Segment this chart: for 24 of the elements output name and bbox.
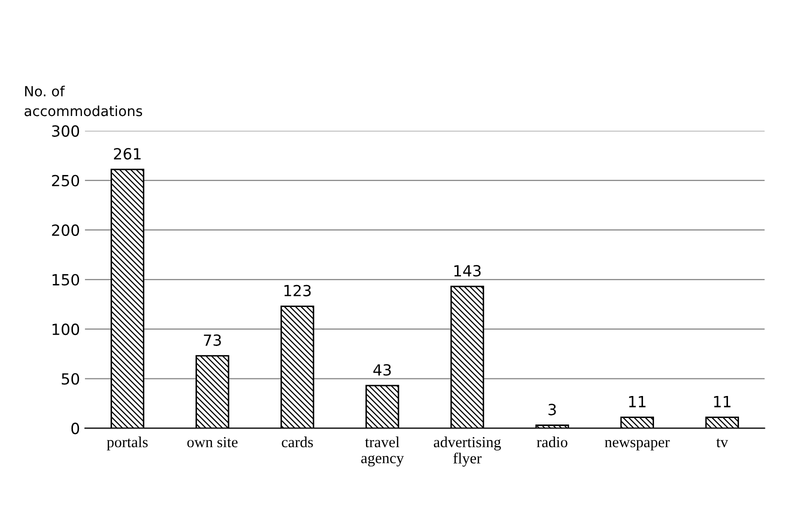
x-tick-label: radio: [536, 436, 568, 448]
y-tick-label: 0: [71, 422, 80, 434]
y-axis-title: No. of accommodations: [24, 86, 142, 116]
y-tick-label: 300: [52, 125, 80, 137]
x-tick-label: travel agency: [361, 436, 404, 466]
y-tick-label: 50: [62, 373, 80, 385]
x-tick-label: own site: [187, 437, 238, 448]
data-label: 43: [373, 364, 391, 376]
y-tick-label: 150: [52, 274, 80, 286]
x-tick-label: newspaper: [604, 440, 670, 450]
x-tick-label: cards: [282, 436, 313, 448]
data-label: 123: [284, 284, 311, 296]
data-label: 11: [714, 396, 730, 408]
data-label: 11: [629, 396, 646, 408]
data-label: 261: [114, 148, 141, 160]
y-tick-label: 100: [52, 324, 80, 336]
x-tick-label: tv: [716, 438, 728, 448]
y-tick-label: 200: [52, 224, 80, 236]
data-label: 143: [454, 264, 481, 277]
x-tick-label: advertising flyer: [434, 436, 501, 467]
x-tick-label: portals: [106, 436, 148, 450]
y-tick-label: 250: [52, 174, 80, 186]
data-label: 3: [548, 404, 556, 416]
data-label: 73: [204, 334, 221, 346]
